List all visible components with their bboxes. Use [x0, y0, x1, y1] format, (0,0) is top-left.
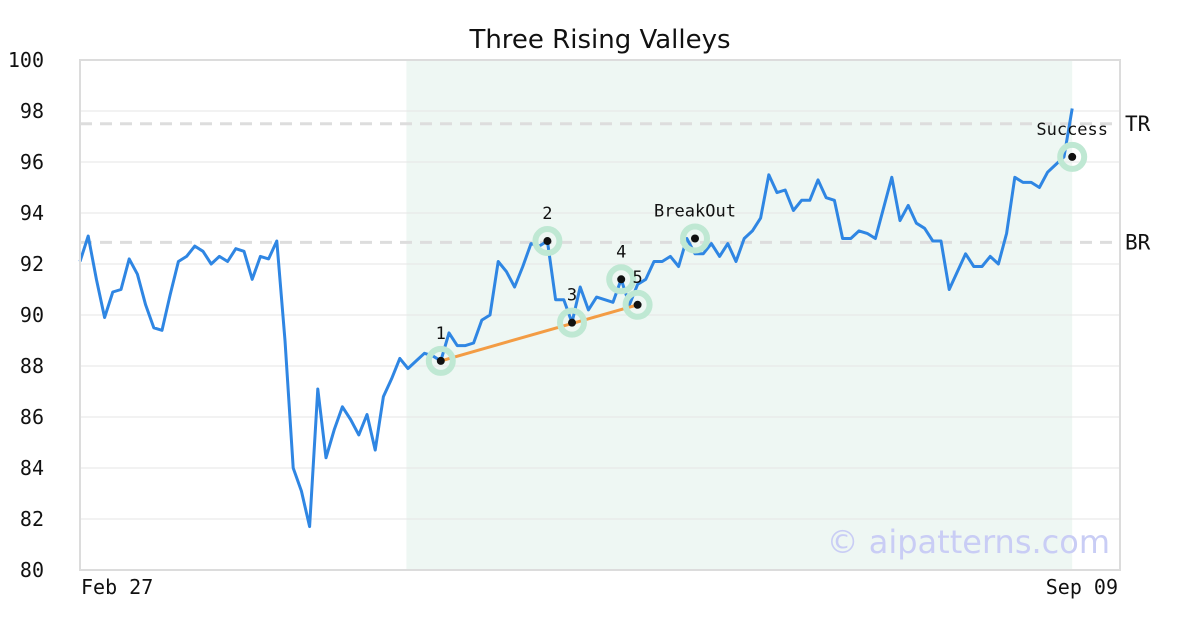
point-label: 3: [567, 286, 577, 306]
point-halo: [532, 226, 563, 257]
y-tick-label: 86: [20, 405, 44, 429]
point-marker: [568, 318, 576, 327]
point-label: 4: [616, 242, 626, 262]
y-tick-label: 100: [8, 48, 44, 72]
price-line: [78, 108, 1074, 529]
pattern-point: 3: [557, 286, 587, 338]
point-marker: [691, 234, 699, 243]
y-tick-label: 98: [20, 99, 44, 123]
y-tick-label: 94: [20, 201, 44, 225]
y-tick-label: 84: [20, 456, 44, 480]
reference-label-br: BR: [1125, 230, 1151, 254]
y-tick-label: 80: [20, 558, 44, 582]
point-marker: [1068, 152, 1077, 161]
point-halo: [606, 264, 637, 295]
y-tick-label: 92: [20, 252, 44, 276]
point-halo: [1057, 141, 1088, 172]
pattern-point: 4: [606, 242, 637, 295]
x-tick-label: Feb 27: [81, 575, 153, 599]
point-halo: [557, 307, 587, 338]
plot-frame: [79, 59, 1121, 571]
point-halo: [622, 289, 653, 320]
pattern-point: 1: [425, 324, 456, 376]
x-tick-label: Sep 09: [1046, 575, 1118, 599]
point-halo: [680, 223, 710, 254]
pattern-point: Success: [1036, 120, 1108, 172]
y-tick-label: 88: [20, 354, 44, 378]
point-marker: [633, 300, 642, 309]
chart-title: Three Rising Valleys: [468, 25, 730, 55]
y-tick-label: 90: [20, 303, 44, 327]
watermark: © aipatterns.com: [827, 523, 1110, 561]
y-tick-label: 82: [20, 507, 44, 531]
point-label: 2: [542, 204, 552, 224]
y-tick-label: 96: [20, 150, 44, 174]
valley-trend-line: [440, 303, 639, 363]
point-label: 1: [436, 324, 446, 344]
point-marker: [436, 356, 445, 365]
pattern-point: 2: [532, 204, 563, 257]
pattern-point: BreakOut: [654, 202, 736, 254]
point-label: Success: [1036, 120, 1108, 140]
point-marker: [617, 275, 626, 284]
point-marker: [543, 237, 552, 246]
reference-label-tr: TR: [1125, 112, 1151, 136]
point-label: BreakOut: [654, 202, 736, 222]
pattern-point: 5: [622, 268, 653, 320]
point-halo: [425, 345, 456, 376]
point-label: 5: [632, 268, 642, 288]
